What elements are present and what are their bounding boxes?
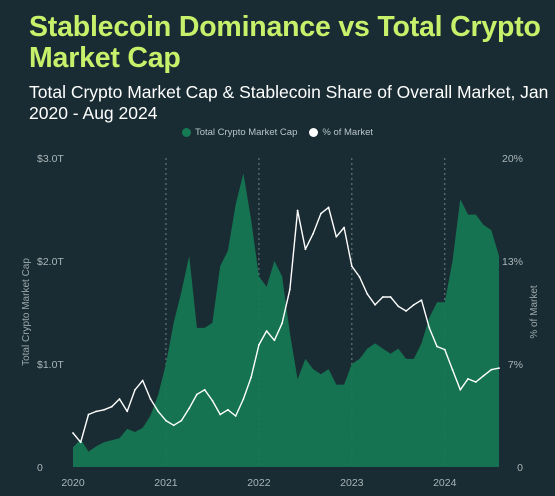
percent-point — [103, 408, 105, 411]
percent-point — [389, 296, 392, 298]
percent-point — [157, 410, 160, 413]
right-tick-label: 20% — [502, 153, 523, 165]
right-tick-label: 13% — [502, 256, 523, 268]
percent-point — [118, 398, 121, 400]
percent-point — [211, 399, 214, 402]
left-tick-label: 0 — [37, 462, 43, 474]
percent-point — [141, 379, 144, 382]
left-tick-label: $1.0T — [37, 359, 64, 371]
percent-point — [420, 299, 423, 301]
percent-point — [242, 398, 245, 400]
x-tick-label: 2021 — [154, 477, 178, 489]
legend-swatch-market-cap — [181, 128, 191, 137]
right-axis-ticks: 0 7% 13% 20% — [502, 153, 523, 474]
percent-point — [134, 388, 136, 391]
right-tick-label: 7% — [508, 359, 523, 371]
percent-point — [126, 410, 129, 413]
x-tick-label: 2020 — [61, 477, 85, 489]
percent-point — [443, 348, 446, 351]
percent-line — [72, 206, 500, 443]
legend-item-market-cap: Total Crypto Market Cap — [181, 127, 298, 138]
percent-point — [203, 388, 206, 391]
percent-point — [327, 206, 330, 209]
percent-line-layer — [72, 206, 500, 444]
percent-point — [87, 413, 90, 416]
chart-title: Stablecoin Dominance vs Total Crypto Mar… — [29, 11, 541, 74]
percent-point — [72, 432, 74, 434]
legend-item-percent: % of Market — [309, 127, 373, 138]
percent-point — [335, 235, 338, 238]
right-tick-label: 0 — [517, 462, 523, 474]
percent-point — [281, 322, 283, 325]
percent-point — [467, 378, 469, 380]
percent-point — [436, 345, 438, 348]
percent-point — [149, 398, 152, 400]
market-cap-area — [73, 173, 499, 467]
percent-point — [79, 441, 82, 444]
percent-point — [451, 368, 454, 371]
percent-point — [381, 296, 384, 298]
x-axis-ticks: 2020 2021 2022 2023 2024 — [61, 477, 456, 489]
percent-point — [366, 293, 369, 295]
percent-point — [258, 344, 260, 346]
percent-point — [498, 367, 500, 369]
legend-label-market-cap: Total Crypto Market Cap — [194, 127, 298, 138]
percent-point — [374, 303, 376, 306]
percent-point — [219, 413, 222, 416]
percent-point — [474, 381, 477, 383]
legend-label-percent: % of Market — [322, 127, 374, 138]
x-tick-label: 2022 — [247, 477, 271, 489]
percent-point — [234, 415, 237, 417]
percent-point — [459, 388, 462, 391]
right-axis-title: % of Market — [529, 285, 540, 339]
percent-point — [482, 374, 485, 377]
x-tick-label: 2024 — [433, 477, 457, 489]
percent-point — [180, 419, 183, 422]
percent-point — [227, 408, 229, 411]
legend: Total Crypto Market Cap % of Market — [0, 127, 555, 138]
percent-point — [296, 209, 299, 212]
percent-point — [165, 419, 167, 422]
percent-point — [405, 310, 407, 312]
percent-point — [358, 276, 361, 278]
left-axis-title: Total Crypto Market Cap — [21, 258, 32, 366]
percent-point — [196, 393, 198, 396]
left-axis-ticks: 0 $1.0T $2.0T $3.0T — [37, 153, 64, 474]
left-tick-label: $2.0T — [37, 256, 64, 268]
chart-subtitle: Total Crypto Market Cap & Stablecoin Sha… — [29, 82, 549, 123]
legend-swatch-percent — [309, 128, 319, 137]
percent-point — [428, 327, 431, 329]
percent-point — [343, 226, 345, 229]
percent-point — [350, 265, 353, 267]
percent-point — [95, 410, 98, 413]
percent-point — [412, 303, 415, 306]
percent-point — [304, 248, 307, 251]
percent-point — [250, 376, 253, 379]
percent-point — [110, 405, 113, 408]
percent-point — [320, 212, 322, 215]
market-cap-area-layer — [73, 173, 499, 467]
x-tick-label: 2023 — [340, 477, 364, 489]
percent-point — [265, 330, 268, 332]
year-gridlines — [165, 158, 446, 467]
percent-point — [188, 407, 191, 410]
percent-point — [490, 368, 493, 371]
left-tick-label: $3.0T — [37, 153, 64, 165]
percent-point — [289, 288, 291, 291]
percent-point — [312, 232, 314, 235]
percent-point — [273, 339, 276, 342]
percent-point — [172, 424, 175, 427]
percent-point — [397, 305, 400, 308]
